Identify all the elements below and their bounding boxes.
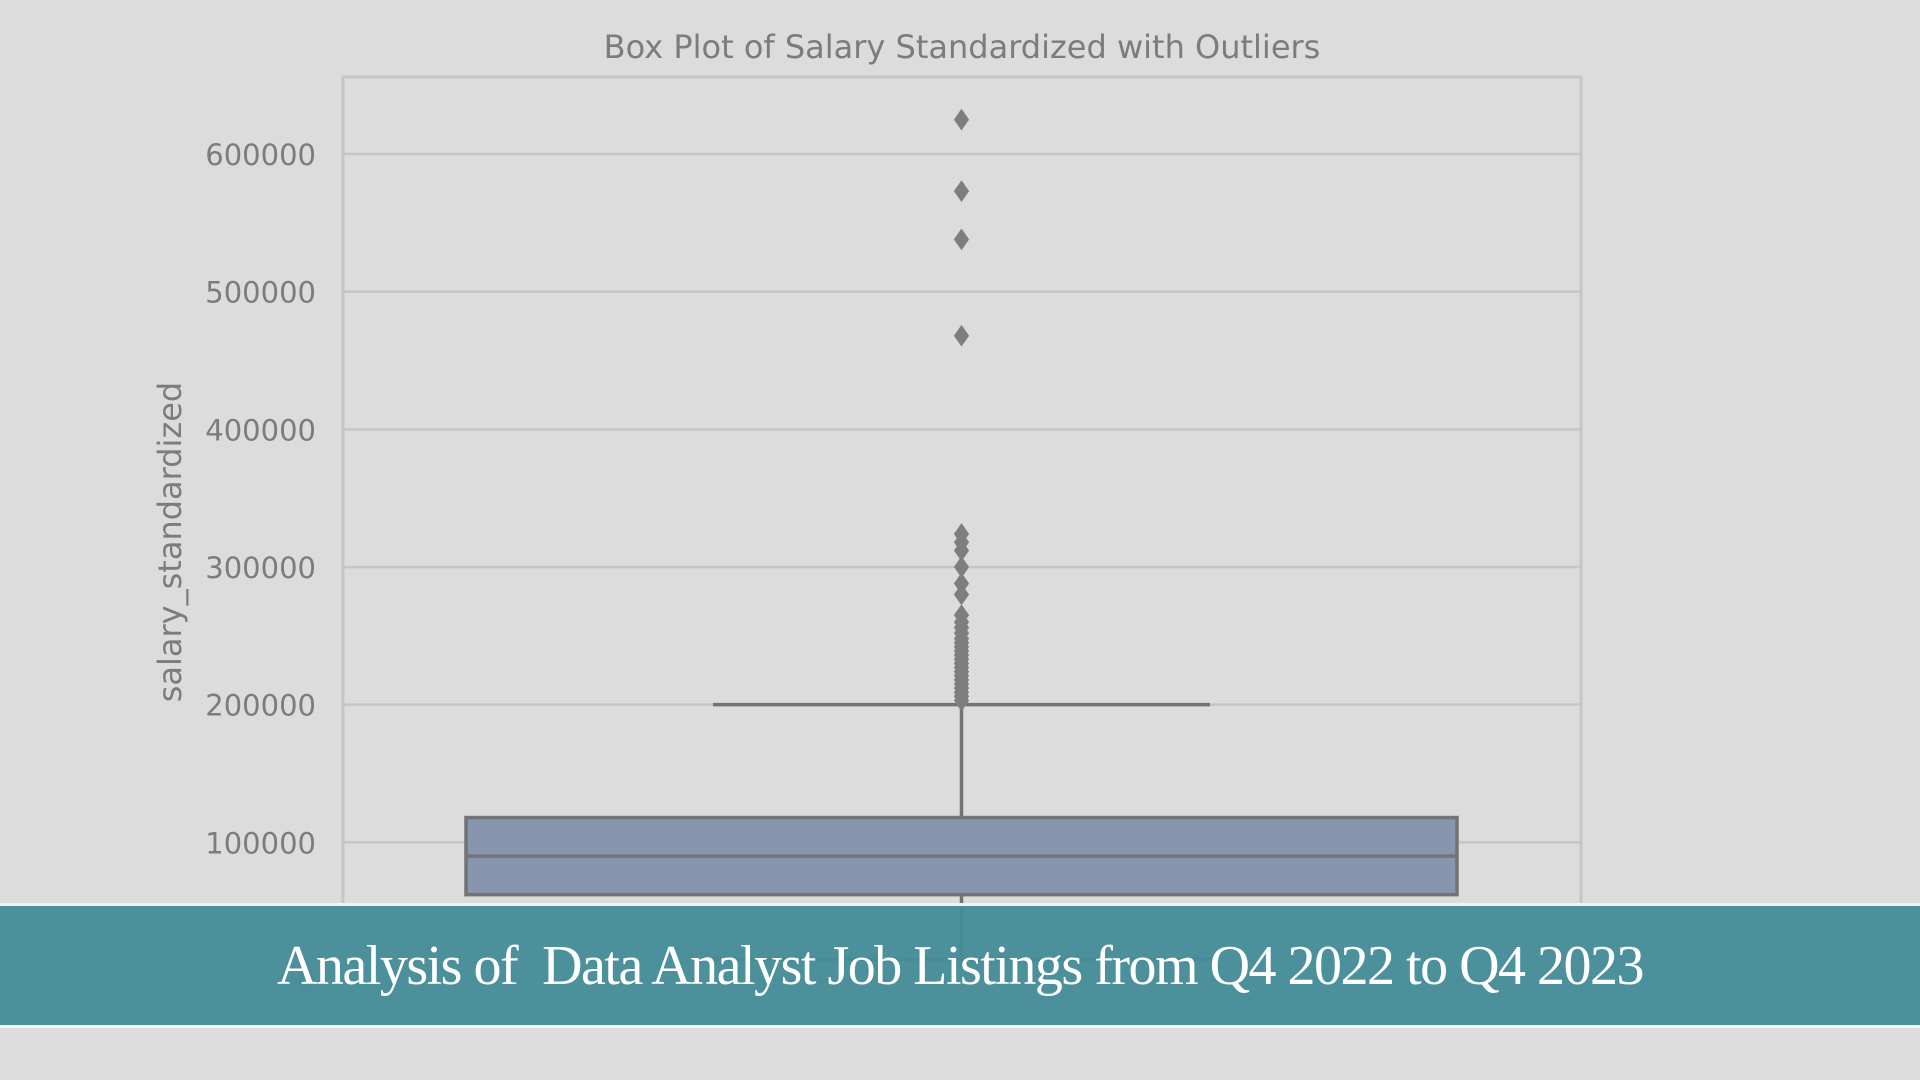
chart-title: Box Plot of Salary Standardized with Out… xyxy=(604,28,1321,66)
outlier-point-27 xyxy=(953,324,970,347)
outlier-point-30 xyxy=(953,108,970,131)
title-banner: Analysis of Data Analyst Job Listings fr… xyxy=(0,903,1920,1028)
y-axis-label: salary_standardized xyxy=(151,382,189,703)
outlier-point-23 xyxy=(953,556,970,578)
outlier-point-26 xyxy=(953,523,970,545)
y-tick-label-100000: 100000 xyxy=(205,826,316,860)
y-tick-label-400000: 400000 xyxy=(205,413,316,447)
y-tick-label-300000: 300000 xyxy=(205,551,316,585)
y-tick-label-600000: 600000 xyxy=(205,138,316,172)
outlier-point-21 xyxy=(953,583,970,606)
outlier-points xyxy=(953,108,970,712)
y-tick-label-500000: 500000 xyxy=(205,276,316,310)
outlier-point-29 xyxy=(953,180,970,203)
y-axis-ticks: 0100000200000300000400000500000600000 xyxy=(205,138,316,998)
outlier-point-20 xyxy=(953,604,970,627)
outlier-point-28 xyxy=(953,228,970,251)
banner-title: Analysis of Data Analyst Job Listings fr… xyxy=(276,934,1645,997)
y-tick-label-200000: 200000 xyxy=(205,689,316,723)
outlier-point-22 xyxy=(953,572,970,595)
